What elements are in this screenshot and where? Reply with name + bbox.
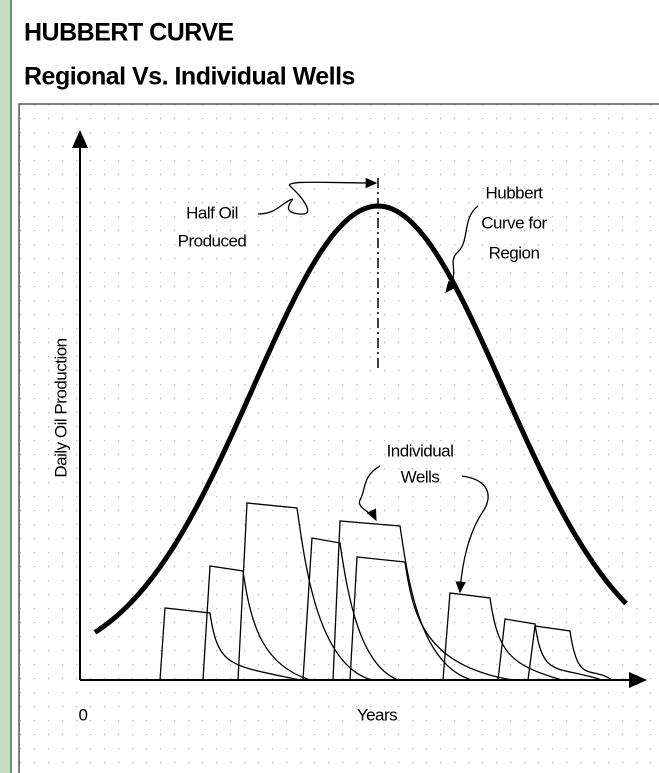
individual-wells xyxy=(159,502,613,681)
annotation-line: Wells xyxy=(401,467,440,486)
annotation-line: Curve for xyxy=(481,213,547,232)
title: HUBBERT CURVE xyxy=(24,19,234,47)
well-curve xyxy=(442,592,563,681)
origin-label: 0 xyxy=(79,705,88,724)
well-curve xyxy=(527,625,613,681)
well-curve xyxy=(159,607,301,681)
side-strip xyxy=(0,0,11,773)
well-curve xyxy=(332,520,473,681)
subtitle: Regional Vs. Individual Wells xyxy=(24,63,355,91)
annotation-line: Individual xyxy=(387,441,454,460)
annotation-line: Produced xyxy=(178,231,247,250)
x-axis-label: Years xyxy=(357,705,397,724)
well-curve xyxy=(497,618,603,681)
well-curve xyxy=(349,556,513,681)
wells-pointer-2 xyxy=(455,475,489,594)
wells-pointer-1 xyxy=(358,465,381,522)
hubbert-curve xyxy=(93,203,628,635)
annotation-line: Hubbert xyxy=(486,183,544,202)
chart-frame xyxy=(18,103,659,773)
annotation-line: Region xyxy=(489,243,540,262)
annotation-line: Half Oil xyxy=(186,203,238,222)
y-axis-label: Daily Oil Production xyxy=(51,338,70,477)
hubbert-pointer xyxy=(445,205,479,294)
half-oil-pointer xyxy=(257,177,378,215)
